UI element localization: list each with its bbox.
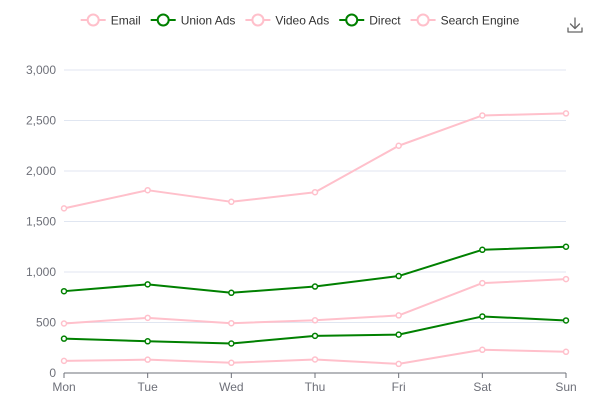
data-point[interactable] bbox=[144, 314, 151, 322]
data-point[interactable] bbox=[228, 340, 235, 347]
legend[interactable]: Email Union Ads Video Ads Direct Search Engi… bbox=[80, 13, 520, 28]
data-point[interactable] bbox=[479, 346, 486, 354]
data-point[interactable] bbox=[60, 320, 68, 327]
download-icon[interactable] bbox=[565, 15, 585, 35]
series-email[interactable] bbox=[60, 346, 570, 368]
x-tick-label: Sat bbox=[473, 380, 492, 394]
grid-lines bbox=[64, 69, 566, 323]
y-tick-label: 3,000 bbox=[26, 63, 56, 77]
legend-item-direct[interactable]: Direct bbox=[339, 13, 401, 28]
y-tick-label: 1,000 bbox=[26, 265, 56, 279]
legend-label: Search Engine bbox=[441, 14, 520, 28]
x-tick-label: Fri bbox=[392, 380, 406, 394]
series-union-ads[interactable] bbox=[60, 313, 570, 347]
data-point[interactable] bbox=[144, 186, 151, 194]
x-tick-label: Sun bbox=[555, 380, 576, 394]
legend-item-union-ads[interactable]: Union Ads bbox=[150, 13, 236, 28]
data-point[interactable] bbox=[60, 205, 68, 212]
data-point[interactable] bbox=[144, 281, 151, 288]
series-direct[interactable] bbox=[60, 243, 570, 297]
series-video-ads[interactable] bbox=[60, 275, 570, 327]
data-point[interactable] bbox=[395, 331, 402, 338]
legend-marker-icon bbox=[345, 13, 359, 27]
data-point[interactable] bbox=[60, 287, 68, 295]
legend-label: Video Ads bbox=[275, 14, 329, 28]
x-tick-label: Wed bbox=[219, 380, 243, 394]
data-point[interactable] bbox=[479, 313, 486, 320]
data-point[interactable] bbox=[311, 188, 319, 196]
axes: 0 500 1,000 1,500 2,000 2,500 3,000 Mon Tue Wed Th… bbox=[26, 63, 577, 394]
data-point[interactable] bbox=[562, 275, 570, 283]
data-point[interactable] bbox=[60, 335, 68, 342]
data-point[interactable] bbox=[60, 357, 68, 365]
data-point[interactable] bbox=[311, 332, 319, 340]
data-point[interactable] bbox=[479, 112, 486, 119]
legend-label: Email bbox=[111, 14, 141, 28]
data-point[interactable] bbox=[562, 317, 570, 324]
data-point[interactable] bbox=[228, 198, 235, 206]
data-point[interactable] bbox=[562, 243, 570, 250]
data-point[interactable] bbox=[144, 338, 151, 345]
data-point[interactable] bbox=[395, 272, 402, 280]
legend-item-email[interactable]: Email bbox=[80, 13, 141, 28]
y-tick-label: 2,000 bbox=[26, 164, 56, 178]
data-point[interactable] bbox=[479, 246, 486, 254]
legend-item-search-engine[interactable]: Search Engine bbox=[410, 13, 520, 28]
x-tick-label: Mon bbox=[52, 380, 75, 394]
legend-marker-icon bbox=[156, 13, 170, 27]
y-tick-label: 1,500 bbox=[26, 215, 56, 229]
data-point[interactable] bbox=[228, 319, 235, 327]
data-point[interactable] bbox=[228, 359, 235, 367]
data-point[interactable] bbox=[395, 360, 402, 368]
data-point[interactable] bbox=[311, 356, 319, 363]
x-tick-label: Thu bbox=[305, 380, 326, 394]
data-point[interactable] bbox=[395, 312, 402, 319]
legend-marker-icon bbox=[86, 13, 100, 27]
legend-item-video-ads[interactable]: Video Ads bbox=[245, 13, 329, 28]
legend-marker-icon bbox=[416, 13, 430, 27]
data-point[interactable] bbox=[311, 317, 319, 324]
legend-marker-icon bbox=[251, 13, 265, 27]
data-point[interactable] bbox=[228, 289, 235, 297]
data-point[interactable] bbox=[562, 110, 570, 117]
data-point[interactable] bbox=[311, 283, 319, 290]
data-point[interactable] bbox=[144, 356, 151, 363]
series-lines bbox=[60, 110, 570, 368]
legend-label: Union Ads bbox=[181, 14, 236, 28]
data-point[interactable] bbox=[562, 348, 570, 356]
y-tick-label: 500 bbox=[36, 316, 56, 330]
y-tick-label: 0 bbox=[49, 366, 56, 380]
x-tick-label: Tue bbox=[138, 380, 159, 394]
series-search-engine[interactable] bbox=[60, 110, 570, 212]
legend-label: Direct bbox=[369, 14, 401, 28]
y-tick-label: 2,500 bbox=[26, 114, 56, 128]
data-point[interactable] bbox=[395, 142, 402, 149]
data-point[interactable] bbox=[479, 279, 486, 287]
